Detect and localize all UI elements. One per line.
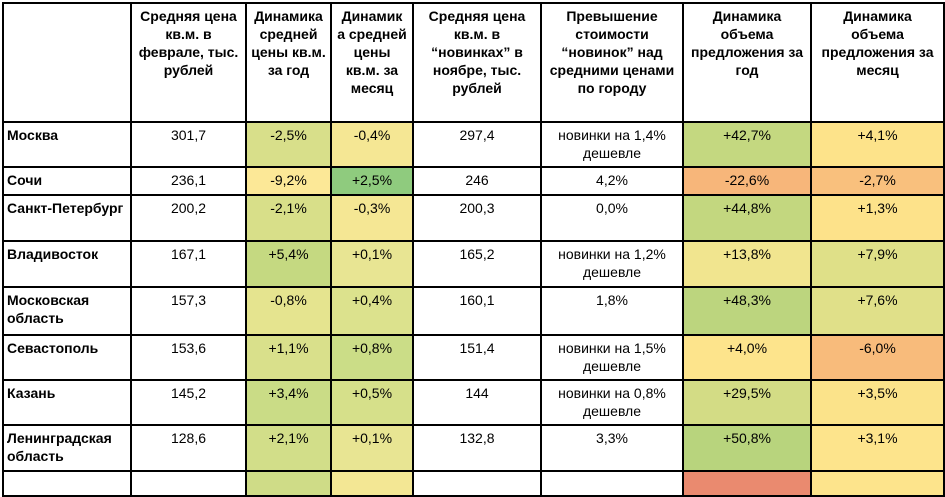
cell-excess xyxy=(540,470,684,497)
cell-price: 301,7 xyxy=(130,121,247,168)
header-supply-year: Динамика объема предложения за год xyxy=(682,2,812,123)
cell-dyn-year: -2,5% xyxy=(245,121,332,168)
table-row: Севастополь 153,6 +1,1% +0,8% 151,4 новинки н… xyxy=(2,334,945,381)
table-row: Московская область 157,3 -0,8% +0,4% 160,1 1,… xyxy=(2,286,945,336)
cell-supply-year: +44,8% xyxy=(682,194,812,242)
cell-new-price: 151,4 xyxy=(412,334,542,381)
table-row: Владивосток 167,1 +5,4% +0,1% 165,2 новинки н… xyxy=(2,240,945,288)
cell-excess: 4,2% xyxy=(540,166,684,196)
cell-excess: 3,3% xyxy=(540,424,684,472)
cell-excess: новинки на 0,8% дешевле xyxy=(540,379,684,426)
cell-dyn-year: +5,4% xyxy=(245,240,332,288)
cell-price: 128,6 xyxy=(130,424,247,472)
cell-dyn-month: +0,8% xyxy=(330,334,414,381)
cell-dyn-month: +2,5% xyxy=(330,166,414,196)
cell-city: Сочи xyxy=(2,166,132,196)
cell-excess: новинки на 1,2% дешевле xyxy=(540,240,684,288)
table-row: Ленинградская область 128,6 +2,1% +0,1% 132,… xyxy=(2,424,945,472)
cell-dyn-month: +0,1% xyxy=(330,240,414,288)
cell-dyn-month: +0,4% xyxy=(330,286,414,336)
header-city xyxy=(2,2,132,123)
table-row xyxy=(2,470,945,497)
cell-price: 236,1 xyxy=(130,166,247,196)
cell-dyn-year: +3,4% xyxy=(245,379,332,426)
cell-new-price: 297,4 xyxy=(412,121,542,168)
cell-dyn-year: -9,2% xyxy=(245,166,332,196)
cell-dyn-month: +0,1% xyxy=(330,424,414,472)
cell-new-price: 132,8 xyxy=(412,424,542,472)
table-row: Санкт-Петербург 200,2 -2,1% -0,3% 200,3 0,0% +… xyxy=(2,194,945,242)
cell-supply-month: +7,6% xyxy=(810,286,945,336)
cell-supply-month: +1,3% xyxy=(810,194,945,242)
header-excess: Превышение стоимости “новинок” над средн… xyxy=(540,2,684,123)
cell-city: Казань xyxy=(2,379,132,426)
cell-new-price xyxy=(412,470,542,497)
cell-price: 200,2 xyxy=(130,194,247,242)
header-row: Средняя цена кв.м. в феврале, тыс. рубле… xyxy=(2,2,945,123)
cell-supply-year: +42,7% xyxy=(682,121,812,168)
header-dyn-month: Динамик а средней цены кв.м. за месяц xyxy=(330,2,414,123)
cell-supply-month: +4,1% xyxy=(810,121,945,168)
cell-supply-year: +29,5% xyxy=(682,379,812,426)
cell-dyn-year: -2,1% xyxy=(245,194,332,242)
cell-excess: новинки на 1,5% дешевле xyxy=(540,334,684,381)
cell-dyn-month xyxy=(330,470,414,497)
header-dyn-year: Динамика средней цены кв.м. за год xyxy=(245,2,332,123)
cell-supply-month: +3,1% xyxy=(810,424,945,472)
cell-supply-year: +13,8% xyxy=(682,240,812,288)
cell-excess: новинки на 1,4% дешевле xyxy=(540,121,684,168)
cell-supply-year: +48,3% xyxy=(682,286,812,336)
header-avg-price: Средняя цена кв.м. в феврале, тыс. рубле… xyxy=(130,2,247,123)
cell-supply-year: +4,0% xyxy=(682,334,812,381)
cell-dyn-year xyxy=(245,470,332,497)
table-row: Казань 145,2 +3,4% +0,5% 144 новинки на 0,8% … xyxy=(2,379,945,426)
cell-dyn-year: -0,8% xyxy=(245,286,332,336)
cell-supply-month: +3,5% xyxy=(810,379,945,426)
table-row: Москва 301,7 -2,5% -0,4% 297,4 новинки на 1,4… xyxy=(2,121,945,168)
cell-supply-month: -2,7% xyxy=(810,166,945,196)
cell-excess: 1,8% xyxy=(540,286,684,336)
cell-city: Ленинградская область xyxy=(2,424,132,472)
cell-city xyxy=(2,470,132,497)
cell-new-price: 144 xyxy=(412,379,542,426)
cell-dyn-month: -0,3% xyxy=(330,194,414,242)
cell-price: 153,6 xyxy=(130,334,247,381)
cell-supply-month: +7,9% xyxy=(810,240,945,288)
cell-new-price: 246 xyxy=(412,166,542,196)
header-supply-month: Динамика объема предложения за месяц xyxy=(810,2,945,123)
table-row: Сочи 236,1 -9,2% +2,5% 246 4,2% -22,6% -2,7% xyxy=(2,166,945,196)
cell-price: 157,3 xyxy=(130,286,247,336)
cell-city: Москва xyxy=(2,121,132,168)
cell-city: Санкт-Петербург xyxy=(2,194,132,242)
cell-price: 145,2 xyxy=(130,379,247,426)
cell-supply-month xyxy=(810,470,945,497)
cell-supply-year: -22,6% xyxy=(682,166,812,196)
cell-supply-month: -6,0% xyxy=(810,334,945,381)
header-new-price: Средняя цена кв.м. в “новинках” в ноябре… xyxy=(412,2,542,123)
cell-new-price: 165,2 xyxy=(412,240,542,288)
cell-dyn-month: +0,5% xyxy=(330,379,414,426)
cell-supply-year: +50,8% xyxy=(682,424,812,472)
cell-excess: 0,0% xyxy=(540,194,684,242)
cell-dyn-year: +2,1% xyxy=(245,424,332,472)
cell-city: Севастополь xyxy=(2,334,132,381)
cell-city: Московская область xyxy=(2,286,132,336)
cell-city: Владивосток xyxy=(2,240,132,288)
cell-supply-year xyxy=(682,470,812,497)
cell-dyn-year: +1,1% xyxy=(245,334,332,381)
cell-new-price: 200,3 xyxy=(412,194,542,242)
cell-price xyxy=(130,470,247,497)
cell-dyn-month: -0,4% xyxy=(330,121,414,168)
cell-price: 167,1 xyxy=(130,240,247,288)
cell-new-price: 160,1 xyxy=(412,286,542,336)
